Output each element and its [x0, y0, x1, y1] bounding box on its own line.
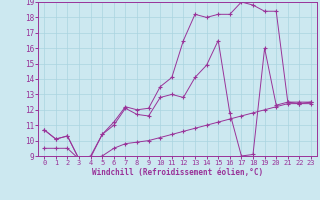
X-axis label: Windchill (Refroidissement éolien,°C): Windchill (Refroidissement éolien,°C) [92, 168, 263, 177]
